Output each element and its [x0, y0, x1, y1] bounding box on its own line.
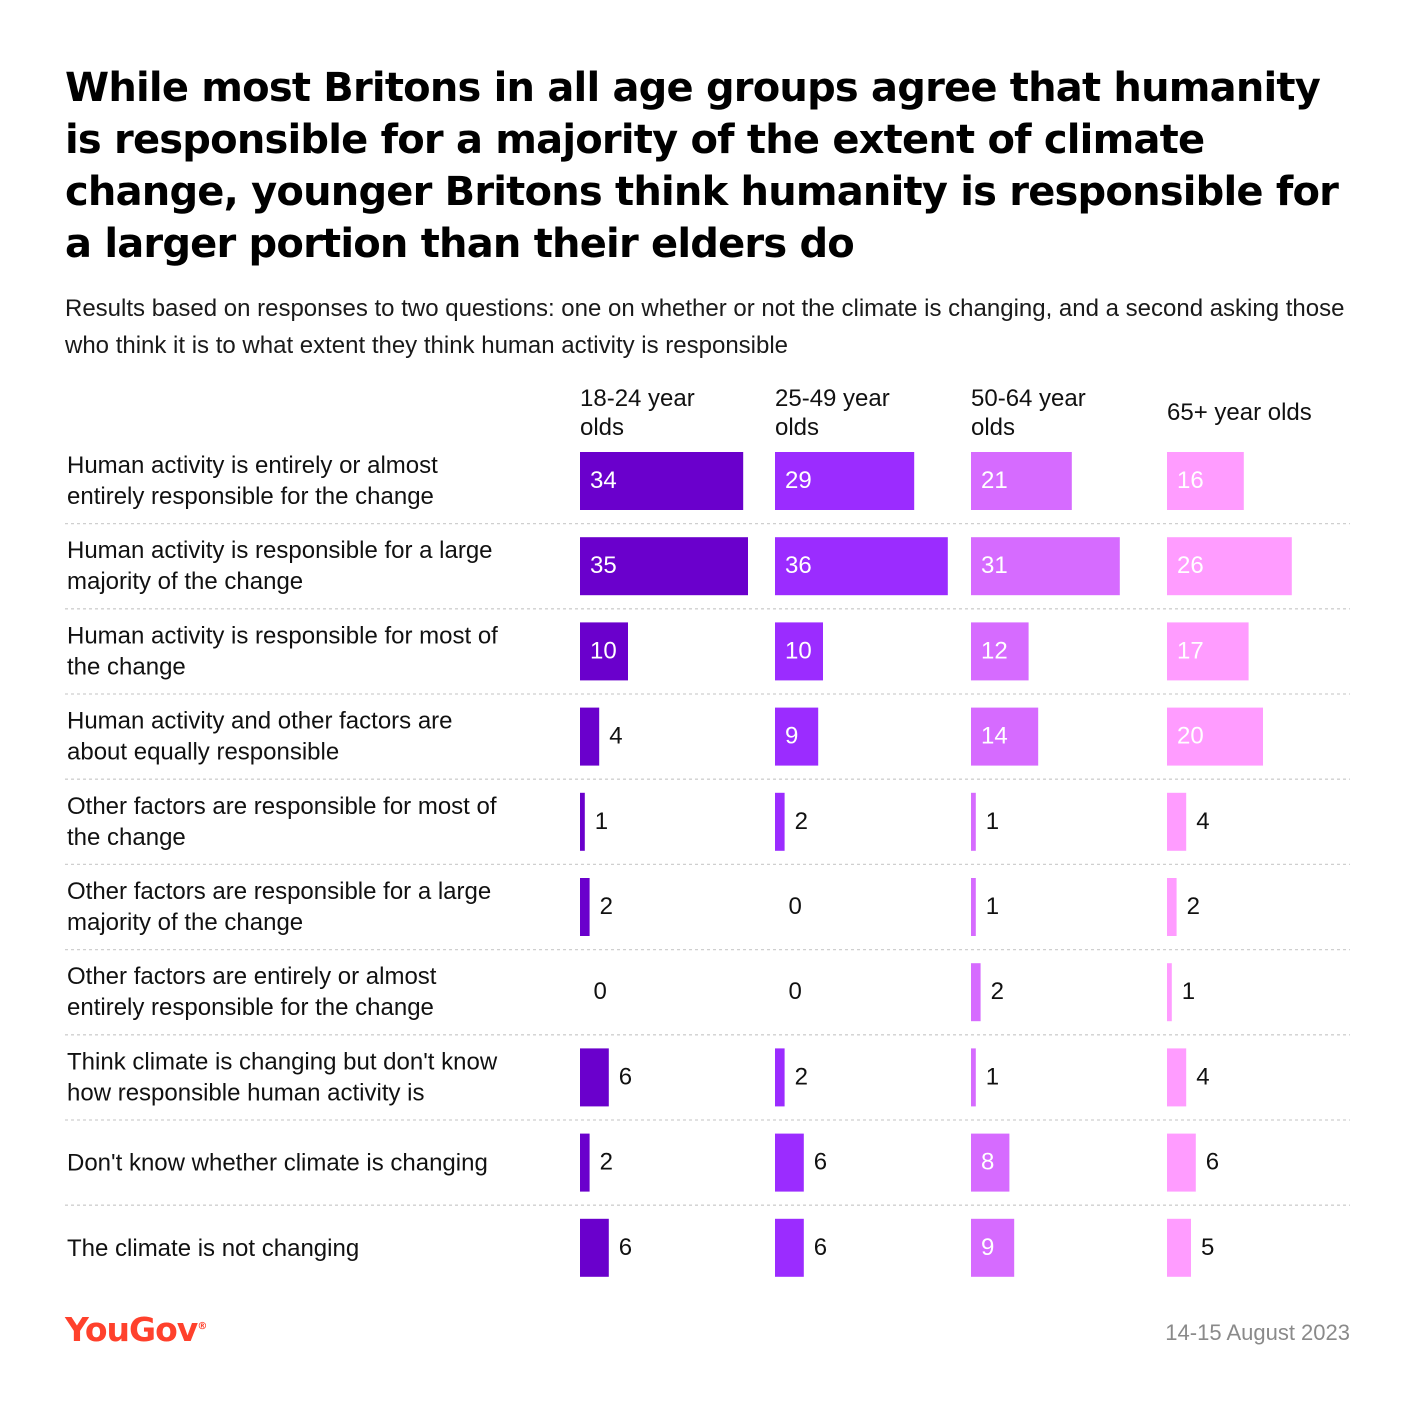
value-label-1-9: 2 [600, 1149, 613, 1176]
value-label-4-6: 2 [1187, 893, 1200, 920]
value-label-2-2: 36 [785, 553, 812, 580]
chart-title: While most Britons in all age groups agr… [65, 65, 1339, 267]
value-label-4-8: 4 [1196, 1064, 1209, 1091]
bar-3-5 [971, 792, 976, 851]
value-label-2-10: 6 [814, 1234, 827, 1261]
bar-3-7 [971, 963, 981, 1022]
value-label-2-1: 29 [785, 467, 812, 494]
bar-3-9 [971, 1133, 1010, 1192]
bar-4-5 [1167, 792, 1187, 851]
value-label-2-4: 9 [785, 723, 798, 750]
bar-3-4 [971, 707, 1039, 766]
value-label-1-8: 6 [619, 1064, 632, 1091]
bar-3-1 [971, 452, 1072, 510]
bar-1-2 [580, 537, 748, 596]
bar-1-9 [580, 1133, 590, 1192]
logo-text: YouGov [65, 1310, 198, 1349]
bar-3-3 [971, 622, 1029, 681]
bar-4-7 [1167, 963, 1172, 1022]
column-header-2: 25-49 year olds [775, 385, 890, 441]
bar-2-8 [775, 1048, 785, 1107]
row-label-10: The climate is not changing [67, 1235, 359, 1262]
bar-3-2 [971, 537, 1120, 596]
value-label-4-9: 6 [1206, 1149, 1219, 1176]
bar-4-6 [1167, 878, 1177, 936]
value-label-1-2: 35 [590, 553, 617, 580]
value-label-1-6: 2 [600, 893, 613, 920]
value-label-2-5: 2 [795, 808, 808, 835]
value-label-1-3: 10 [590, 638, 617, 665]
value-label-3-3: 12 [981, 638, 1008, 665]
row-label-8: Think climate is changing but don't know… [67, 1048, 498, 1106]
bar-4-2 [1167, 537, 1292, 596]
value-label-3-9: 8 [981, 1149, 994, 1176]
value-label-3-8: 1 [986, 1064, 999, 1091]
value-label-4-3: 17 [1177, 638, 1204, 665]
bar-4-10 [1167, 1218, 1191, 1277]
value-label-3-6: 1 [986, 893, 999, 920]
value-label-4-10: 5 [1201, 1234, 1214, 1261]
value-label-4-4: 20 [1177, 723, 1204, 750]
bar-4-4 [1167, 707, 1263, 766]
row-label-7: Other factors are entirely or almost enti… [67, 963, 437, 1021]
bar-3-10 [971, 1218, 1015, 1277]
logo-registered-mark: ® [197, 1321, 208, 1332]
bar-2-9 [775, 1133, 804, 1192]
bar-1-3 [580, 622, 628, 681]
value-label-1-1: 34 [590, 467, 617, 494]
value-label-1-4: 4 [609, 723, 622, 750]
bar-2-4 [775, 707, 819, 766]
bar-2-1 [775, 452, 915, 510]
bar-3-6 [971, 878, 976, 936]
bar-1-10 [580, 1218, 609, 1277]
bar-2-10 [775, 1218, 804, 1277]
value-label-1-10: 6 [619, 1234, 632, 1261]
value-label-4-5: 4 [1196, 808, 1209, 835]
column-header-3: 50-64 year olds [971, 385, 1086, 441]
bar-4-3 [1167, 622, 1249, 681]
row-label-5: Other factors are responsible for most o… [67, 793, 497, 851]
value-label-2-8: 2 [795, 1064, 808, 1091]
row-label-1: Human activity is entirely or almost enti… [67, 452, 438, 510]
value-label-4-1: 16 [1177, 467, 1204, 494]
bar-4-1 [1167, 452, 1244, 510]
row-label-4: Human activity and other factors are abou… [67, 708, 453, 766]
bar-1-4 [580, 707, 600, 766]
value-label-3-1: 21 [981, 467, 1008, 494]
column-header-1: 18-24 year olds [580, 385, 695, 441]
value-label-3-10: 9 [981, 1234, 994, 1261]
value-label-1-5: 1 [595, 808, 608, 835]
bar-4-8 [1167, 1048, 1187, 1107]
bar-1-6 [580, 878, 590, 936]
chart-subtitle: Results based on responses to two questi… [65, 295, 1345, 359]
bar-2-2 [775, 537, 948, 596]
value-label-1-7: 0 [594, 979, 607, 1006]
value-label-4-2: 26 [1177, 553, 1204, 580]
value-label-2-6: 0 [789, 893, 802, 920]
bar-1-8 [580, 1048, 609, 1107]
bar-3-8 [971, 1048, 976, 1107]
value-label-3-5: 1 [986, 808, 999, 835]
bar-1-5 [580, 792, 585, 851]
value-label-3-2: 31 [981, 553, 1008, 580]
value-label-3-4: 14 [981, 723, 1008, 750]
bar-1-1 [580, 452, 744, 510]
row-label-9: Don't know whether climate is changing [67, 1150, 488, 1177]
column-header-4: 65+ year olds [1167, 399, 1312, 426]
row-label-2: Human activity is responsible for a larg… [67, 537, 493, 595]
bar-2-3 [775, 622, 823, 681]
bar-2-5 [775, 792, 785, 851]
value-label-2-3: 10 [785, 638, 812, 665]
value-label-2-7: 0 [789, 979, 802, 1006]
yougov-logo: YouGov® [65, 1310, 207, 1349]
survey-date: 14-15 August 2023 [1165, 1320, 1350, 1345]
value-label-3-7: 2 [991, 979, 1004, 1006]
value-label-2-9: 6 [814, 1149, 827, 1176]
value-label-4-7: 1 [1182, 979, 1195, 1006]
bar-4-9 [1167, 1133, 1196, 1192]
row-label-3: Human activity is responsible for most o… [67, 622, 498, 680]
row-label-6: Other factors are responsible for a larg… [67, 878, 491, 936]
